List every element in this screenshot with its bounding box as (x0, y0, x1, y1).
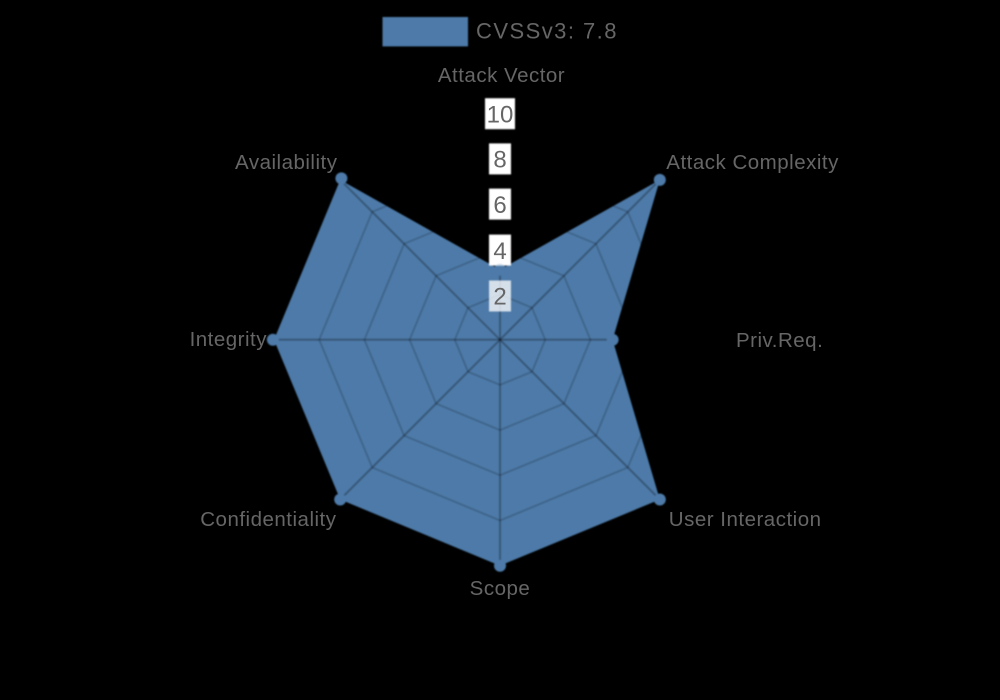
svg-text:Integrity: Integrity (190, 328, 268, 351)
svg-text:Attack Vector: Attack Vector (438, 64, 565, 87)
svg-text:Confidentiality: Confidentiality (200, 508, 337, 531)
svg-text:Priv.Req.: Priv.Req. (736, 329, 823, 352)
svg-text:6: 6 (493, 192, 506, 219)
svg-text:10: 10 (487, 101, 514, 128)
svg-text:Attack Complexity: Attack Complexity (666, 151, 839, 174)
svg-text:2: 2 (493, 284, 506, 311)
svg-text:Scope: Scope (470, 577, 531, 600)
svg-text:Availability: Availability (235, 151, 338, 174)
svg-text:User Interaction: User Interaction (669, 508, 822, 531)
svg-text:8: 8 (493, 147, 506, 174)
svg-text:CVSSv3: 7.8: CVSSv3: 7.8 (476, 19, 618, 44)
svg-text:4: 4 (493, 238, 506, 265)
